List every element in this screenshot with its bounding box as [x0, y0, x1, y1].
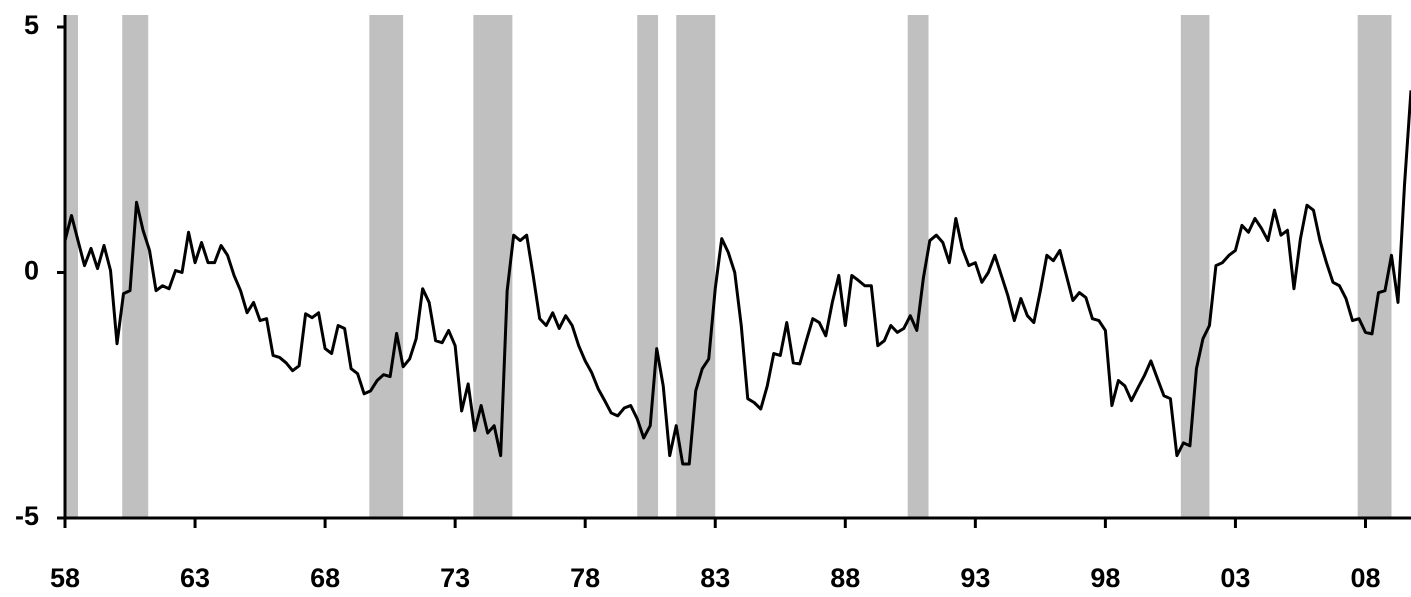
recession-band	[637, 15, 659, 518]
x-tick-label: 83	[700, 563, 730, 593]
recession-band	[473, 15, 513, 518]
y-tick-label: -5	[15, 501, 39, 531]
recession-band	[369, 15, 404, 518]
x-tick-label: 08	[1350, 563, 1380, 593]
x-tick-label: 93	[960, 563, 990, 593]
x-tick-label: 73	[440, 563, 470, 593]
x-tick-label: 58	[50, 563, 80, 593]
y-tick-label: 5	[24, 10, 39, 40]
x-tick-label: 03	[1220, 563, 1250, 593]
recession-band	[1180, 15, 1210, 518]
recession-band	[1357, 15, 1392, 518]
x-tick-label: 63	[180, 563, 210, 593]
x-tick-label: 68	[310, 563, 340, 593]
recession-band	[65, 15, 79, 518]
recession-band	[907, 15, 929, 518]
recession-band	[676, 15, 716, 518]
x-tick-label: 98	[1090, 563, 1120, 593]
y-tick-label: 0	[24, 256, 39, 286]
x-tick-label: 78	[570, 563, 600, 593]
recession-band	[122, 15, 149, 518]
line	[63, 90, 1411, 466]
x-tick-label: 88	[830, 563, 860, 593]
